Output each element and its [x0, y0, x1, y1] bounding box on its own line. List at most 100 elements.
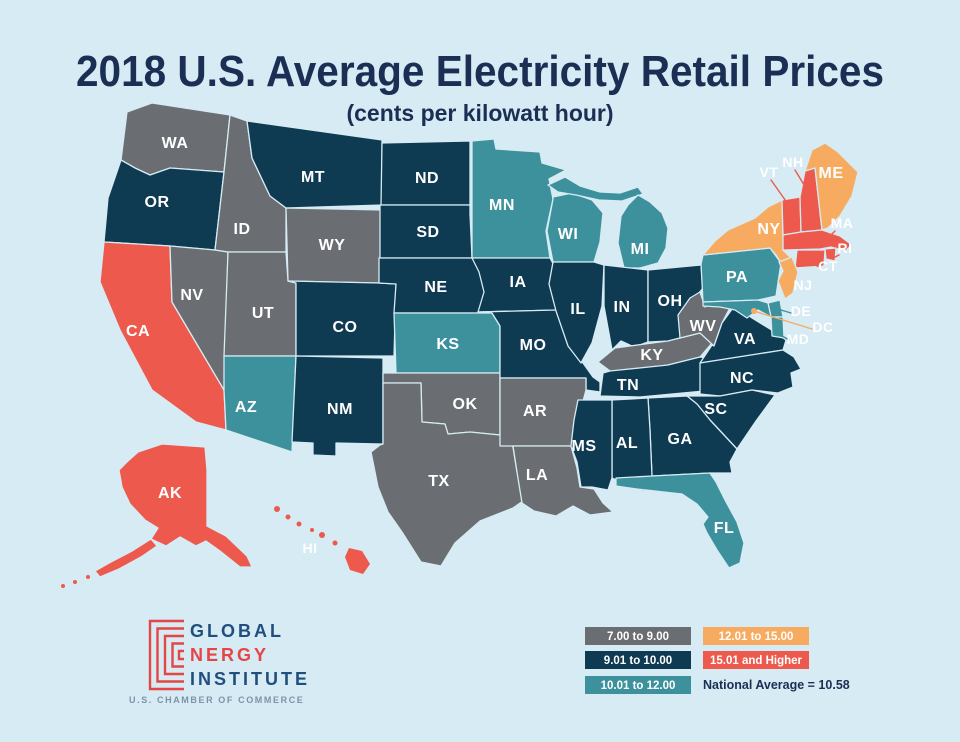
legend-swatch-navy [585, 651, 691, 669]
state-labels-layer: WA OR CA ID NV UT AZ MT WY CO NM ND SD N… [126, 135, 853, 556]
state-ak-island-2 [73, 580, 77, 584]
state-label-id: ID [234, 221, 251, 238]
state-ak [118, 443, 253, 568]
state-label-tn: TN [617, 377, 639, 394]
state-sd [379, 204, 473, 259]
state-ut [223, 251, 297, 357]
leader-dc [756, 311, 813, 330]
state-nc [699, 349, 802, 397]
legend-swatch-orange [703, 627, 809, 645]
state-label-ri: RI [838, 240, 853, 256]
state-label-vt: VT [760, 164, 779, 180]
state-hi-island-3 [296, 521, 302, 527]
state-label-co: CO [333, 319, 358, 336]
logo-text-institute: INSTITUTE [190, 669, 310, 689]
legend-swatch-gray [585, 627, 691, 645]
state-ak-island-1 [86, 575, 90, 579]
state-label-ny: NY [757, 221, 780, 238]
page-subtitle: (cents per kilowatt hour) [346, 100, 613, 126]
state-label-nh: NH [782, 154, 803, 170]
state-label-mt: MT [301, 169, 325, 186]
state-label-ca: CA [126, 323, 150, 340]
state-label-sc: SC [704, 401, 727, 418]
state-mi-upper [547, 176, 644, 202]
state-hi-island-2 [285, 514, 291, 520]
state-label-md: MD [787, 331, 810, 347]
legend-label-gray: 7.00 to 9.00 [607, 631, 669, 643]
state-label-or: OR [145, 194, 170, 211]
state-ms [570, 399, 613, 491]
state-label-mn: MN [489, 197, 515, 214]
state-label-ia: IA [510, 274, 527, 291]
state-hi-island-1 [274, 506, 280, 512]
page-title: 2018 U.S. Average Electricity Retail Pri… [76, 47, 884, 96]
leader-vt [770, 179, 789, 205]
state-label-nm: NM [327, 401, 353, 418]
legend-swatch-red [703, 651, 809, 669]
state-il [548, 261, 605, 364]
state-az [223, 355, 297, 453]
leader-ct [808, 262, 821, 268]
state-label-wv: WV [690, 318, 717, 335]
state-vt [781, 196, 802, 236]
state-label-sd: SD [416, 224, 439, 241]
state-label-il: IL [570, 301, 585, 318]
states-layer [61, 102, 859, 588]
state-label-dc: DC [812, 319, 833, 335]
legend-label-navy: 9.01 to 10.00 [604, 655, 672, 667]
logo-text-energy: NERGY [190, 645, 269, 665]
legend: 7.00 to 9.00 9.01 to 10.00 10.01 to 12.0… [585, 627, 850, 694]
logo-text-global: GLOBAL [190, 621, 284, 641]
state-label-ar: AR [523, 403, 547, 420]
state-label-hi: HI [303, 540, 318, 556]
leader-ma [825, 230, 836, 241]
national-average-note: National Average = 10.58 [703, 678, 850, 692]
state-label-in: IN [614, 299, 631, 316]
leader-lines-layer [756, 169, 840, 341]
state-label-ne: NE [424, 279, 447, 296]
state-label-wa: WA [162, 135, 189, 152]
energy-e-icon [148, 619, 184, 691]
state-hi-big-island [345, 548, 370, 574]
state-label-fl: FL [714, 520, 735, 537]
state-fl [615, 472, 745, 569]
state-label-ma: MA [831, 215, 854, 231]
state-label-mi: MI [631, 241, 650, 258]
state-label-wi: WI [558, 226, 579, 243]
state-md-shore [770, 316, 785, 339]
legend-label-red: 15.01 and Higher [710, 655, 803, 667]
logo: GLOBAL NERGY INSTITUTE U.S. CHAMBER OF C… [129, 619, 310, 705]
state-label-la: LA [526, 467, 548, 484]
state-nj [777, 256, 799, 300]
state-label-tx: TX [428, 473, 449, 490]
state-label-ms: MS [572, 438, 597, 455]
state-label-ky: KY [640, 347, 663, 364]
state-label-de: DE [791, 303, 811, 319]
dc-marker [751, 308, 757, 314]
leader-md [776, 332, 790, 341]
state-hi-island-4 [310, 528, 314, 532]
state-tx [370, 382, 524, 567]
state-label-al: AL [616, 435, 638, 452]
state-label-me: ME [819, 165, 844, 182]
state-label-nj: NJ [794, 277, 813, 293]
state-label-ga: GA [668, 431, 693, 448]
legend-label-orange: 12.01 to 15.00 [719, 631, 794, 643]
state-la [512, 445, 614, 517]
state-label-ct: CT [818, 258, 838, 274]
state-label-ok: OK [453, 396, 478, 413]
logo-tagline: U.S. CHAMBER OF COMMERCE [129, 695, 304, 705]
state-label-nc: NC [730, 370, 754, 387]
state-ak-island-3 [61, 584, 65, 588]
state-ak-aleutians [94, 538, 158, 578]
state-label-va: VA [734, 331, 756, 348]
state-label-nd: ND [415, 170, 439, 187]
leader-ri [832, 254, 840, 259]
state-label-pa: PA [726, 269, 748, 286]
state-label-ks: KS [436, 336, 459, 353]
state-label-ut: UT [252, 305, 274, 322]
state-md [702, 299, 772, 319]
state-mi [617, 194, 669, 269]
state-label-oh: OH [658, 293, 683, 310]
